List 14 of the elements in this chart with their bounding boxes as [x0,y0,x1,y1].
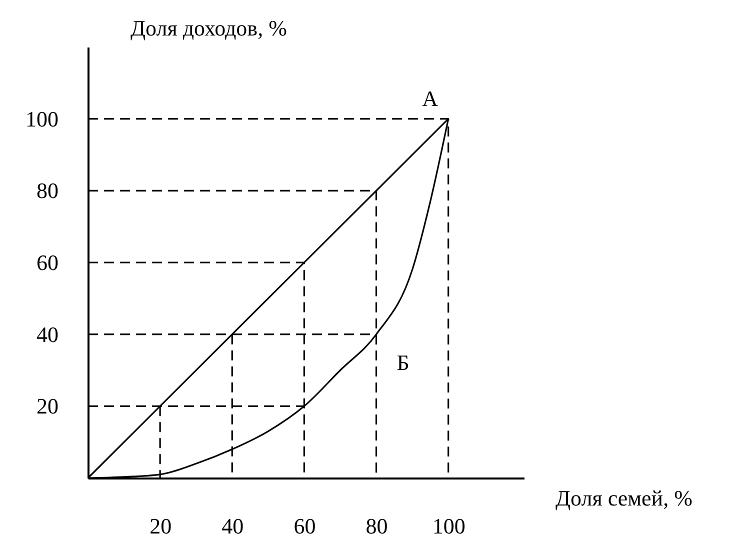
y-tick-label: 80 [36,178,58,204]
y-tick-label: 20 [36,394,58,419]
x-tick-label: 80 [366,514,388,538]
annotation: А [422,86,438,111]
y-tick-label: 60 [36,250,58,275]
x-axis-title: Доля семей, % [556,486,692,510]
x-tick-label: 20 [150,514,172,538]
y-tick-label: 100 [26,106,58,132]
y-tick-label: 40 [36,322,58,347]
x-tick-label: 40 [222,514,244,538]
annotation: Б [396,350,410,375]
y-axis-title: Доля доходов, % [130,16,287,40]
x-tick-label: 60 [294,514,316,538]
x-tick-label: 100 [432,514,466,538]
